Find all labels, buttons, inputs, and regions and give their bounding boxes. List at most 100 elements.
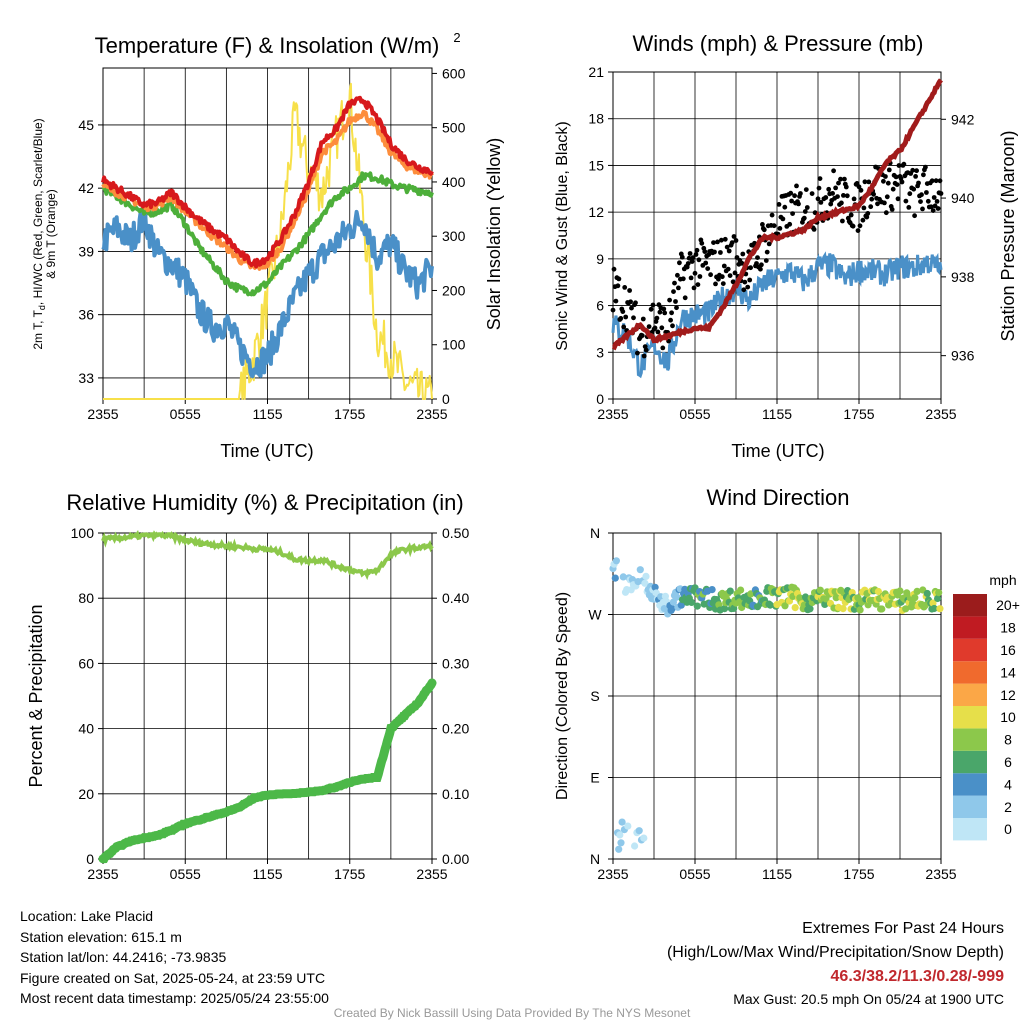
dir-ytick-label: N bbox=[590, 851, 600, 867]
rh-xtick-label: 2355 bbox=[416, 866, 447, 882]
dir-legend-swatch bbox=[953, 818, 987, 841]
rh-xtick-label: 1755 bbox=[334, 866, 365, 882]
wind-gust-point bbox=[661, 306, 667, 312]
rh-ytick-label: 40 bbox=[78, 721, 94, 737]
dir-legend-swatch bbox=[953, 683, 987, 706]
wind-gust-point bbox=[726, 248, 732, 254]
temp-series-2m-t bbox=[101, 95, 434, 269]
wind-gust-point bbox=[731, 234, 737, 239]
rh-xtick-label: 2355 bbox=[87, 866, 118, 882]
dir-point bbox=[911, 594, 919, 602]
temp-y2tick-label: 200 bbox=[442, 282, 466, 298]
wind-gust-point bbox=[817, 176, 823, 182]
wind-gust-point bbox=[759, 262, 764, 268]
temp-xtick-label: 2355 bbox=[416, 406, 447, 422]
wind-gust-point bbox=[777, 226, 783, 231]
dir-point bbox=[930, 604, 938, 613]
dir-legend-label: 18 bbox=[1000, 620, 1016, 636]
wind-gust-point bbox=[782, 204, 788, 210]
rh-ytick-label: 60 bbox=[78, 655, 94, 671]
wind-gust-point bbox=[675, 272, 680, 278]
wind-gust-point bbox=[894, 182, 900, 188]
dir-legend-swatch bbox=[953, 661, 987, 684]
dir-xtick-label: 1755 bbox=[843, 866, 874, 882]
rh-y-axis-label: Percent & Precipitation bbox=[26, 604, 46, 787]
dir-ytick-label: N bbox=[590, 525, 600, 541]
wind-gust-point bbox=[802, 209, 808, 214]
wind-ytick-label: 21 bbox=[588, 64, 604, 80]
temp-ytick-label: 33 bbox=[78, 370, 94, 386]
wind-gust-point bbox=[933, 178, 939, 184]
latlon-text: Station lat/lon: 44.2416; -73.9835 bbox=[20, 949, 227, 965]
wind-gust-point bbox=[674, 305, 679, 311]
wind-gust-point bbox=[669, 310, 674, 316]
dir-legend-label: 12 bbox=[1000, 687, 1016, 703]
wind-xtick-label: 2355 bbox=[597, 406, 628, 422]
wind-gust-point bbox=[840, 218, 845, 224]
dir-point bbox=[688, 598, 696, 607]
wind-gust-point bbox=[682, 295, 688, 301]
wind-gust-point bbox=[865, 211, 871, 216]
rh-y2tick-label: 0.30 bbox=[442, 655, 469, 671]
dir-ytick-label: W bbox=[588, 607, 602, 623]
temp-y2tick-label: 400 bbox=[442, 174, 466, 190]
wind-gust-point bbox=[769, 212, 775, 218]
dir-point bbox=[896, 587, 904, 595]
wind-gust-point bbox=[684, 264, 690, 270]
dir-legend-label: 4 bbox=[1004, 776, 1012, 792]
wind-gust-point bbox=[621, 324, 627, 330]
dir-point bbox=[616, 831, 624, 839]
wind-gust-point bbox=[685, 261, 691, 266]
wind-gust-point bbox=[732, 270, 738, 276]
wind-gust-point bbox=[911, 186, 917, 192]
dir-legend-label: 2 bbox=[1004, 799, 1012, 815]
wind-gust-point bbox=[895, 196, 901, 202]
wind-gust-point bbox=[848, 212, 854, 218]
wind-gust-point bbox=[648, 306, 654, 312]
wind-xtick-label: 2355 bbox=[925, 406, 956, 422]
wind-y2-axis-label: Station Pressure (Maroon) bbox=[998, 130, 1018, 341]
dir-point bbox=[832, 594, 840, 602]
wind-gust-point bbox=[672, 280, 677, 286]
wind-gust-point bbox=[611, 266, 617, 272]
wind-gust-point bbox=[889, 207, 895, 212]
wind-gust-point bbox=[912, 213, 917, 219]
dir-legend-label: 0 bbox=[1004, 821, 1012, 837]
wind-gust-point bbox=[934, 199, 940, 204]
extremes-values: 46.3/38.2/11.3/0.28/-999 bbox=[830, 968, 1004, 985]
wind-gust-point bbox=[613, 298, 619, 304]
wind-gust-point bbox=[635, 350, 640, 356]
panel-humidity-precipitation: Relative Humidity (%) & Precipitation (i… bbox=[26, 490, 469, 882]
temp-y2tick-label: 500 bbox=[442, 120, 466, 136]
dir-legend-swatch bbox=[953, 750, 987, 774]
wind-gust-point bbox=[718, 250, 723, 255]
wind-gust-point bbox=[862, 179, 868, 185]
wind-gust-point bbox=[652, 325, 658, 331]
wind-gust-point bbox=[618, 316, 624, 321]
temp-y2-axis-label: Solar Insolation (Yellow) bbox=[484, 138, 504, 330]
wind-gust-point bbox=[680, 276, 686, 282]
wind-gust-point bbox=[673, 299, 678, 304]
recent-data-text: Most recent data timestamp: 2025/05/24 2… bbox=[20, 990, 329, 1006]
wind-ytick-label: 9 bbox=[596, 251, 604, 267]
dir-point bbox=[677, 601, 685, 609]
dir-point bbox=[874, 587, 883, 596]
dir-xtick-label: 2355 bbox=[597, 866, 628, 882]
dir-ytick-label: E bbox=[590, 770, 599, 786]
dir-legend-label: 8 bbox=[1004, 732, 1012, 748]
wind-gust-point bbox=[615, 283, 621, 289]
dir-point bbox=[631, 842, 639, 850]
wind-gust-point bbox=[931, 195, 937, 200]
wind-gust-point bbox=[856, 184, 862, 190]
extremes-title: Extremes For Past 24 Hours bbox=[802, 920, 1004, 937]
dir-point bbox=[612, 557, 621, 565]
wind-gust-point bbox=[694, 247, 700, 253]
wind-gust-point bbox=[790, 211, 795, 217]
dir-point bbox=[934, 594, 942, 603]
dir-ytick-label: S bbox=[590, 688, 599, 704]
wind-gust-point bbox=[924, 190, 929, 195]
dir-legend-label: 16 bbox=[1000, 642, 1016, 658]
wind-gust-point bbox=[620, 309, 626, 314]
wind-gust-point bbox=[838, 176, 843, 182]
